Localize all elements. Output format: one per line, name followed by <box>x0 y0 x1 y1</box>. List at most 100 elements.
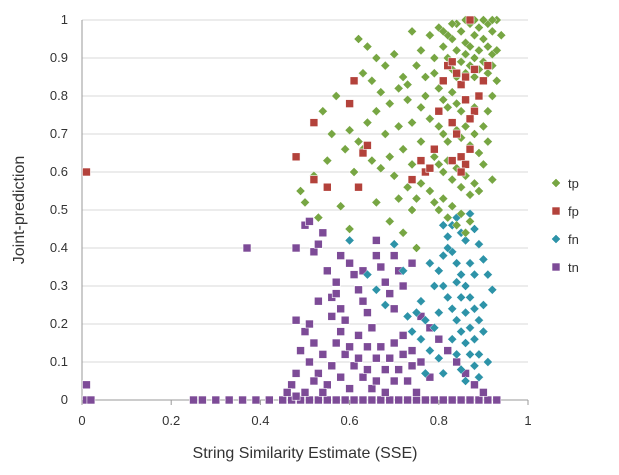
data-point-fn <box>474 372 484 382</box>
data-point-tn <box>483 395 493 405</box>
data-point-tn <box>318 350 328 359</box>
data-point-tp <box>483 106 493 116</box>
data-point-tp <box>411 243 422 253</box>
x-tick-label: 1 <box>524 413 531 428</box>
data-point-tn <box>416 357 426 367</box>
data-point-tp <box>478 159 489 170</box>
x-tick-label: 0.4 <box>251 413 269 428</box>
data-point-tp <box>429 68 440 78</box>
data-point-fn <box>465 349 475 360</box>
data-point-tp <box>429 53 440 63</box>
x-axis-label: String Similarity Estimate (SSE) <box>193 445 418 462</box>
data-point-fp <box>470 65 479 74</box>
data-point-tn <box>300 388 310 397</box>
data-point-fp <box>363 141 372 150</box>
data-point-tp <box>425 114 435 124</box>
data-point-tp <box>380 60 391 71</box>
data-point-fp <box>358 148 368 158</box>
data-point-fn <box>465 292 475 303</box>
data-point-tn <box>470 380 479 390</box>
data-point-tp <box>425 30 435 40</box>
data-point-tp <box>398 228 408 238</box>
data-point-fp <box>479 76 488 86</box>
data-point-tp <box>416 102 426 113</box>
data-point-tn <box>367 323 377 333</box>
data-point-tn <box>336 251 345 260</box>
data-point-tn <box>309 376 319 386</box>
data-point-tn <box>447 395 457 405</box>
data-point-tp <box>483 41 493 52</box>
data-point-fn <box>483 269 493 280</box>
data-point-tp <box>465 41 475 52</box>
y-tick-label: 1 <box>61 12 68 27</box>
data-point-fn <box>478 254 489 265</box>
data-point-fn <box>469 224 480 234</box>
data-point-tp <box>442 136 453 147</box>
data-point-fp <box>407 175 417 184</box>
data-point-tp <box>393 83 404 94</box>
data-point-tp <box>438 193 449 204</box>
data-point-tn <box>291 315 301 325</box>
data-point-fp <box>438 76 448 86</box>
data-point-fn <box>460 307 471 318</box>
data-point-fn <box>447 304 457 314</box>
legend-label-fp: fp <box>568 204 579 219</box>
data-point-tp <box>451 220 462 230</box>
data-point-tp <box>411 193 422 204</box>
data-point-fp <box>309 118 319 127</box>
data-point-tp <box>474 186 484 196</box>
data-point-tp <box>478 15 489 25</box>
data-point-fp <box>82 167 91 177</box>
data-point-fn <box>451 277 462 287</box>
data-point-tn <box>336 304 345 314</box>
data-point-tn <box>238 395 247 405</box>
data-point-tn <box>363 342 372 352</box>
data-point-tn <box>354 331 363 340</box>
data-point-tn <box>211 395 221 405</box>
data-point-tp <box>487 15 498 25</box>
data-point-tn <box>322 395 332 405</box>
data-point-fp <box>456 152 466 162</box>
data-point-tp <box>416 136 426 147</box>
data-point-tp <box>371 106 382 116</box>
data-point-tn <box>363 365 372 374</box>
data-point-tp <box>416 178 426 189</box>
data-point-tp <box>451 45 462 56</box>
data-point-fn <box>469 304 480 314</box>
data-point-tp <box>376 163 386 173</box>
data-point-tn <box>389 251 399 260</box>
y-axis-label: Joint-prediction <box>11 156 28 265</box>
data-point-fn <box>438 281 449 291</box>
data-point-fn <box>389 239 399 249</box>
data-point-tn <box>300 327 310 336</box>
data-point-tp <box>478 34 489 44</box>
data-point-tp <box>491 45 502 56</box>
data-point-tp <box>442 212 453 223</box>
data-point-tn <box>242 243 252 253</box>
data-point-tp <box>425 186 435 196</box>
data-point-fn <box>456 269 466 280</box>
data-point-tp <box>478 121 489 132</box>
data-point-tn <box>376 395 386 405</box>
data-point-tn <box>265 395 274 405</box>
data-point-fn <box>478 300 489 310</box>
x-tick-label: 0.6 <box>341 413 359 428</box>
data-point-fn <box>402 311 413 322</box>
data-point-tp <box>402 79 413 90</box>
data-point-tn <box>372 251 381 260</box>
data-point-tn <box>434 334 444 344</box>
data-point-tp <box>447 201 457 211</box>
legend-label-tp: tp <box>568 176 579 191</box>
data-point-fp <box>452 129 461 139</box>
data-point-tp <box>416 45 426 56</box>
data-point-fn <box>487 285 498 295</box>
data-point-tp <box>496 30 507 40</box>
data-point-tn <box>376 342 386 352</box>
y-tick-label: 0.7 <box>50 126 68 141</box>
data-point-tn <box>452 357 461 367</box>
data-point-tp <box>474 45 484 56</box>
data-point-fn <box>483 357 493 367</box>
data-point-tp <box>487 26 498 37</box>
data-point-tp <box>411 60 422 71</box>
data-point-fn <box>460 376 471 386</box>
